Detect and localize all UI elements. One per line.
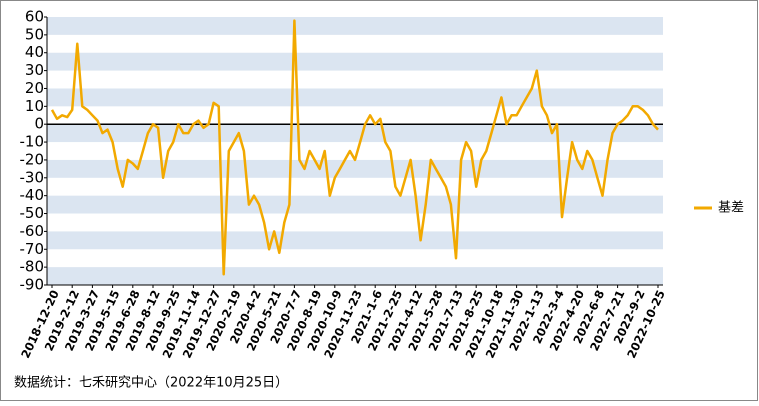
plot-background [47, 17, 663, 285]
series-line [50, 19, 659, 276]
y-tick-label: -70 [20, 240, 45, 258]
y-tick-label: 50 [25, 25, 44, 43]
stripe [47, 267, 663, 285]
y-tick-label: 10 [25, 97, 44, 115]
y-tick-label: 20 [25, 79, 44, 97]
y-tick-label: 0 [34, 115, 44, 133]
stripe [47, 52, 663, 71]
stripe [47, 231, 663, 250]
stripe [47, 195, 663, 214]
y-tick-label: -10 [20, 133, 45, 151]
y-tick-label: -40 [20, 186, 45, 204]
y-tick-label: -30 [20, 168, 45, 186]
y-tick-label: 60 [25, 8, 44, 26]
stripe [47, 159, 663, 178]
y-tick-label: -80 [20, 258, 45, 276]
y-tick-label: 30 [25, 61, 44, 79]
stripe [47, 124, 663, 143]
stripe [47, 17, 663, 35]
legend-label: 基差 [718, 201, 744, 216]
stripe [47, 88, 663, 107]
y-tick-label: -60 [20, 222, 45, 240]
y-tick-label: 40 [25, 43, 44, 61]
footer: 数据统计：七禾研究中心（2022年10月25日） [14, 376, 288, 391]
y-tick-label: -90 [20, 276, 45, 294]
y-tick-label: -50 [20, 204, 45, 222]
y-tick-label: -20 [20, 150, 45, 168]
